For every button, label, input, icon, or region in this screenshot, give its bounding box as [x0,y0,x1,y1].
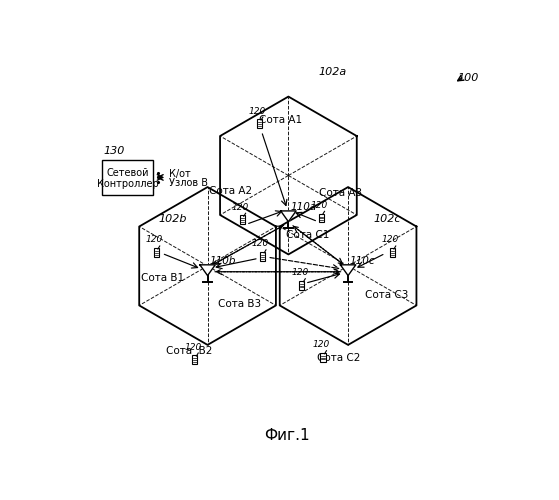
Text: 130: 130 [103,146,125,156]
Text: 102c: 102c [373,214,401,224]
Text: Сота С2: Сота С2 [317,354,360,364]
Text: Сота С3: Сота С3 [365,290,408,300]
Text: 120: 120 [249,106,266,116]
Text: Сота  В2: Сота В2 [166,346,212,356]
Text: Сота В1: Сота В1 [141,272,184,282]
Text: 110a: 110a [290,202,316,212]
Text: Фиг.1: Фиг.1 [264,428,309,443]
Text: 100: 100 [458,74,479,84]
Text: Сота С1: Сота С1 [286,230,329,240]
Text: 120: 120 [382,236,399,244]
Text: 120: 120 [231,203,249,212]
Bar [102,160,153,194]
Bar [299,281,305,289]
Text: Сота А1: Сота А1 [259,114,302,124]
Text: 102a: 102a [319,68,347,78]
Text: Узлов В: Узлов В [169,178,208,188]
Text: Сота А3: Сота А3 [319,188,362,198]
Bar [240,216,245,224]
Text: 110b: 110b [209,256,235,266]
Bar [257,119,262,128]
Text: 120: 120 [312,340,330,349]
Polygon shape [340,265,356,276]
Bar [390,248,395,257]
Text: Сота В3: Сота В3 [218,300,261,310]
Text: 102b: 102b [159,214,187,224]
Text: 120: 120 [291,268,309,277]
Text: Сота А2: Сота А2 [209,186,252,196]
Text: Сетевой: Сетевой [106,168,149,178]
Bar [320,353,326,362]
Bar [154,248,159,257]
Polygon shape [281,211,296,222]
Bar [260,252,265,260]
Text: 120: 120 [252,240,269,248]
Bar [319,214,324,222]
Text: К/от: К/от [169,168,191,178]
Text: 120: 120 [145,236,163,244]
Text: 120: 120 [184,342,201,351]
Bar [192,355,197,364]
Polygon shape [200,265,215,276]
Text: 120: 120 [310,201,328,210]
Text: Контроллер: Контроллер [97,178,158,188]
Text: 110c: 110c [349,256,375,266]
